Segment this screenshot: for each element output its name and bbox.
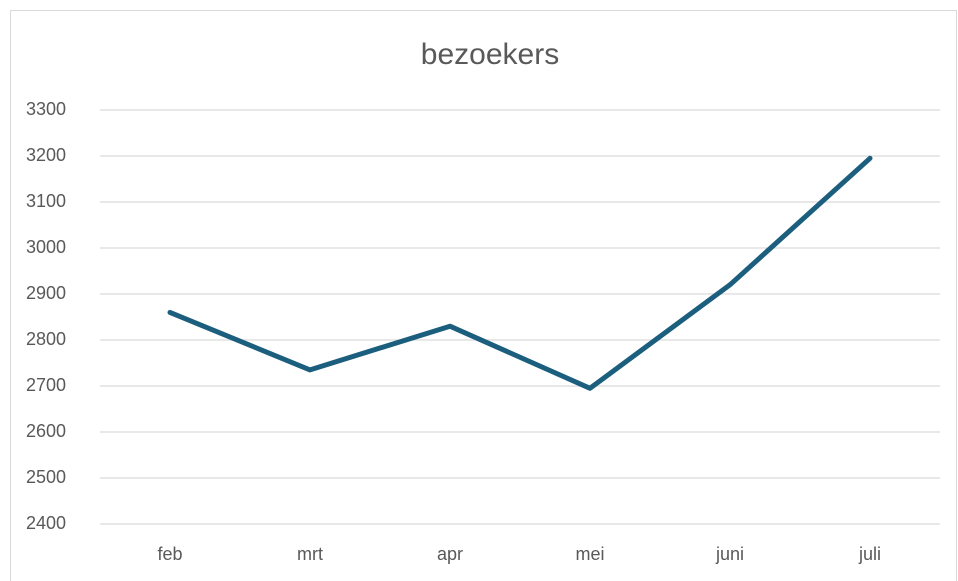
y-tick-label: 3200 <box>26 145 66 165</box>
y-tick-label: 3100 <box>26 191 66 211</box>
chart-title: bezoekers <box>421 38 559 71</box>
y-tick-label: 2500 <box>26 467 66 487</box>
x-tick-label: feb <box>157 544 182 564</box>
y-tick-label: 2400 <box>26 513 66 533</box>
x-tick-label: apr <box>437 544 463 564</box>
line-series <box>167 155 873 391</box>
y-tick-label: 2900 <box>26 283 66 303</box>
x-tick-label: juli <box>858 544 881 564</box>
y-tick-label: 2800 <box>26 329 66 349</box>
y-tick-label: 3000 <box>26 237 66 257</box>
y-tick-label: 3300 <box>26 99 66 119</box>
y-tick-label: 2700 <box>26 375 66 395</box>
x-tick-label: juni <box>715 544 744 564</box>
x-tick-label: mrt <box>297 544 323 564</box>
x-tick-label: mei <box>575 544 604 564</box>
chart-frame <box>10 10 957 581</box>
y-tick-label: 2600 <box>26 421 66 441</box>
